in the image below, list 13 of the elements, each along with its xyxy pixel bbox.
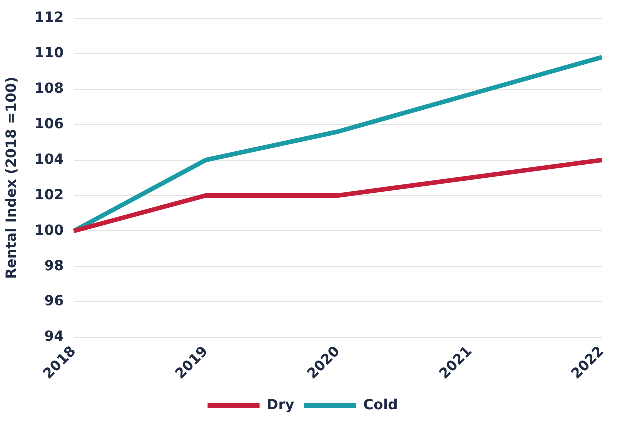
y-tick-label: 94	[44, 329, 64, 346]
y-tick-label: 104	[34, 152, 64, 168]
y-tick-label: 96	[44, 294, 64, 310]
y-tick-label: 110	[34, 46, 64, 62]
y-tick-label: 100	[34, 222, 64, 239]
y-tick-label: 102	[34, 187, 64, 204]
y-tick-label: 98	[44, 258, 64, 274]
y-axis-title: Rental Index (2018 =100)	[4, 76, 20, 280]
y-tick-label: 108	[34, 80, 64, 97]
legend-label: Dry	[266, 398, 294, 414]
legend-label: Cold	[363, 398, 398, 414]
y-tick-label: 112	[34, 10, 64, 26]
y-tick-label: 106	[34, 116, 64, 132]
